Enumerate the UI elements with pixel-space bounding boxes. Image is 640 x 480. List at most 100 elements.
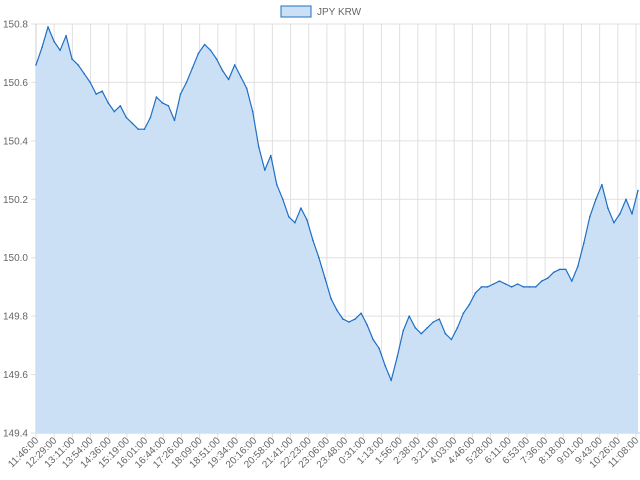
data-point[interactable] — [47, 26, 49, 28]
data-point[interactable] — [312, 239, 314, 241]
data-point[interactable] — [438, 318, 441, 320]
data-point[interactable] — [384, 365, 387, 367]
data-point[interactable] — [161, 102, 164, 104]
data-point[interactable] — [209, 49, 212, 52]
data-point[interactable] — [65, 34, 67, 37]
data-point[interactable] — [239, 75, 242, 78]
data-point[interactable] — [306, 218, 308, 221]
data-point[interactable] — [143, 128, 146, 130]
data-point[interactable] — [53, 40, 55, 43]
data-point[interactable] — [456, 327, 459, 329]
data-point[interactable] — [402, 330, 405, 332]
data-point[interactable] — [83, 72, 85, 75]
data-point[interactable] — [522, 286, 525, 288]
data-point[interactable] — [149, 116, 152, 119]
data-point[interactable] — [35, 64, 37, 66]
data-point[interactable] — [366, 324, 368, 326]
data-point[interactable] — [300, 207, 302, 209]
data-point[interactable] — [498, 280, 501, 282]
data-point[interactable] — [607, 207, 609, 209]
data-point[interactable] — [637, 189, 639, 192]
data-point[interactable] — [330, 297, 332, 300]
data-point[interactable] — [396, 356, 399, 358]
data-point[interactable] — [270, 154, 272, 157]
data-point[interactable] — [113, 110, 116, 113]
data-point[interactable] — [41, 46, 43, 49]
data-point[interactable] — [336, 309, 338, 312]
data-point[interactable] — [619, 213, 621, 215]
data-point[interactable] — [613, 221, 615, 224]
data-point[interactable] — [119, 105, 122, 107]
data-point[interactable] — [95, 93, 97, 95]
data-point[interactable] — [528, 286, 531, 288]
data-point[interactable] — [444, 332, 447, 335]
data-point[interactable] — [390, 379, 393, 382]
data-point[interactable] — [546, 277, 549, 280]
data-point[interactable] — [474, 292, 477, 294]
data-point[interactable] — [264, 169, 266, 171]
data-point[interactable] — [131, 122, 134, 125]
data-point[interactable] — [378, 347, 380, 350]
data-point[interactable] — [552, 271, 555, 274]
data-point[interactable] — [360, 312, 362, 315]
data-point[interactable] — [534, 286, 537, 288]
data-point[interactable] — [342, 318, 344, 320]
data-point[interactable] — [354, 318, 356, 320]
data-point[interactable] — [221, 69, 224, 72]
data-point[interactable] — [540, 280, 543, 282]
data-point[interactable] — [601, 183, 603, 186]
data-point[interactable] — [215, 58, 218, 60]
data-point[interactable] — [282, 198, 284, 201]
data-point[interactable] — [408, 315, 411, 317]
data-point[interactable] — [59, 49, 61, 52]
data-point[interactable] — [486, 286, 489, 288]
data-point[interactable] — [372, 338, 374, 341]
data-point[interactable] — [504, 283, 507, 285]
data-point[interactable] — [257, 145, 260, 148]
data-point[interactable] — [245, 87, 248, 90]
data-point[interactable] — [420, 332, 423, 335]
data-point[interactable] — [414, 327, 417, 329]
data-point[interactable] — [155, 96, 158, 98]
data-point[interactable] — [197, 52, 200, 54]
data-point[interactable] — [565, 268, 567, 271]
data-point[interactable] — [288, 216, 290, 218]
data-point[interactable] — [510, 286, 513, 288]
data-point[interactable] — [625, 198, 627, 201]
data-point[interactable] — [167, 105, 170, 107]
data-point[interactable] — [203, 43, 206, 46]
data-point[interactable] — [77, 64, 79, 66]
data-point[interactable] — [137, 128, 140, 130]
data-point[interactable] — [318, 256, 320, 259]
data-point[interactable] — [516, 283, 519, 285]
data-point[interactable] — [492, 283, 495, 285]
legend[interactable]: JPY KRW — [280, 5, 362, 18]
data-point[interactable] — [348, 321, 350, 323]
data-point[interactable] — [71, 58, 73, 60]
data-point[interactable] — [173, 119, 176, 122]
data-point[interactable] — [107, 102, 109, 104]
data-point[interactable] — [571, 280, 573, 282]
data-point[interactable] — [324, 277, 326, 280]
data-point[interactable] — [577, 265, 579, 268]
data-point[interactable] — [426, 327, 429, 329]
data-point[interactable] — [462, 312, 465, 315]
data-point[interactable] — [583, 242, 585, 244]
data-point[interactable] — [233, 64, 236, 66]
data-point[interactable] — [179, 93, 182, 95]
data-point[interactable] — [631, 213, 633, 215]
data-point[interactable] — [450, 338, 453, 341]
data-point[interactable] — [432, 321, 435, 323]
data-point[interactable] — [125, 116, 128, 119]
data-point[interactable] — [294, 221, 296, 224]
data-point[interactable] — [227, 78, 230, 81]
data-point[interactable] — [191, 67, 194, 69]
data-point[interactable] — [276, 183, 278, 186]
data-point[interactable] — [589, 216, 591, 218]
data-point[interactable] — [185, 81, 188, 84]
data-point[interactable] — [89, 81, 91, 84]
data-point[interactable] — [558, 268, 561, 271]
data-point[interactable] — [595, 198, 597, 201]
data-point[interactable] — [480, 286, 483, 288]
data-point[interactable] — [101, 90, 103, 92]
